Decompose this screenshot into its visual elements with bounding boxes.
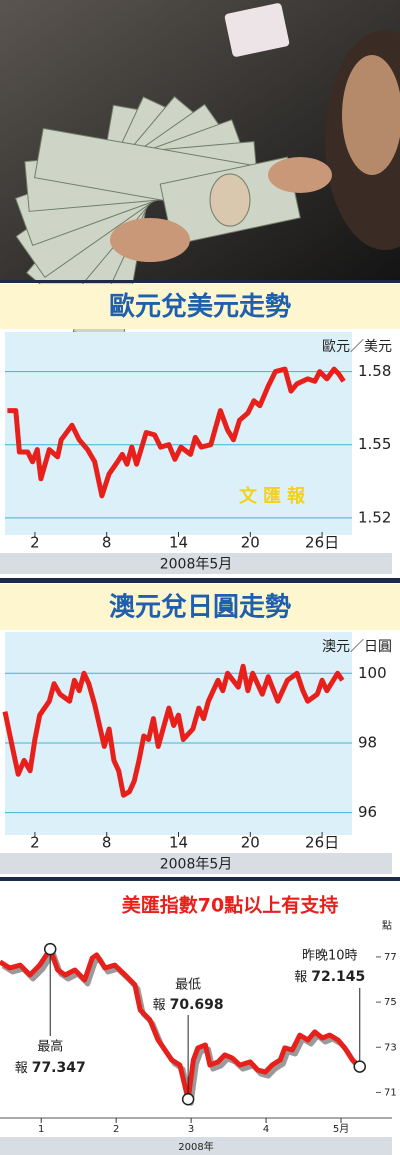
x-tick-label: 5月: [333, 1123, 349, 1135]
annotation-title: 昨晚10時: [302, 949, 358, 964]
divider: [0, 280, 400, 283]
x-axis-title: 2008年5月: [160, 857, 233, 873]
title-band: [0, 284, 400, 329]
x-tick-label: 2: [30, 534, 40, 552]
y-tick-label: 1.58: [358, 362, 391, 380]
x-axis-title: 2008年5月: [160, 557, 233, 573]
x-tick-label: 14: [169, 534, 188, 552]
watermark: 文匯報: [239, 485, 311, 507]
title-band: [0, 584, 400, 630]
x-tick-label: 2: [113, 1124, 119, 1135]
x-tick-label: 3: [188, 1124, 194, 1135]
x-tick-label: 20: [241, 834, 260, 852]
y-tick-label: 1.52: [358, 508, 391, 526]
y-unit: 點: [382, 919, 392, 932]
y-tick-label: 75: [384, 997, 397, 1008]
y-tick-label: 96: [358, 803, 377, 821]
x-tick-label: 8: [102, 534, 112, 552]
annotation-prefix: 報: [15, 1061, 28, 1076]
annotation-title: 最高: [37, 1039, 63, 1055]
annotation-text: 報 72.145: [294, 969, 365, 985]
x-tick-label: 8: [102, 834, 112, 852]
y-unit: 歐元／美元: [322, 339, 392, 355]
x-tick-label: 2: [30, 834, 40, 852]
x-tick-label: 26日: [305, 834, 339, 852]
annotation-prefix: 報: [153, 998, 166, 1013]
x-tick-label: 14: [169, 834, 188, 852]
line: [2, 663, 345, 798]
x-label-band: [0, 553, 392, 574]
photo: [0, 0, 400, 341]
annotation-title: 最低: [175, 978, 201, 993]
chart-title: 歐元兌美元走勢: [109, 291, 291, 322]
annotation-text: 報 70.698: [153, 997, 224, 1013]
annotation-value: 70.698: [170, 997, 224, 1013]
y-tick-label: 1.55: [358, 435, 391, 453]
y-tick-label: 100: [358, 664, 387, 682]
y-unit: 澳元／日圓: [322, 639, 392, 655]
x-label-band: [0, 853, 392, 874]
x-label-band: [0, 1137, 392, 1155]
annotation-marker: [181, 1092, 195, 1106]
y-tick-label: 77: [384, 952, 397, 963]
annotation-value: 77.347: [32, 1060, 86, 1076]
y-tick-label: 73: [384, 1042, 397, 1053]
divider: [0, 877, 400, 881]
chart-title: 澳元兌日圓走勢: [109, 593, 291, 623]
plot-area: [5, 632, 352, 835]
chart-title: 美匯指數70點以上有支持: [122, 894, 338, 917]
line: [7, 366, 346, 499]
x-tick-label: 4: [263, 1124, 269, 1135]
annotation-prefix: 報: [294, 970, 307, 985]
x-tick-label: 1: [38, 1124, 44, 1135]
annotation-marker: [43, 942, 57, 956]
annotation-marker: [353, 1060, 367, 1073]
x-tick-label: 26日: [305, 534, 339, 552]
annotation-text: 報 77.347: [15, 1060, 86, 1076]
annotation-value: 72.145: [311, 969, 365, 985]
x-tick-label: 20: [241, 534, 260, 552]
line: [0, 946, 362, 1102]
divider: [0, 578, 400, 583]
x-axis-title: 2008年: [178, 1140, 213, 1153]
y-tick-label: 71: [384, 1087, 397, 1098]
y-tick-label: 98: [358, 733, 377, 751]
